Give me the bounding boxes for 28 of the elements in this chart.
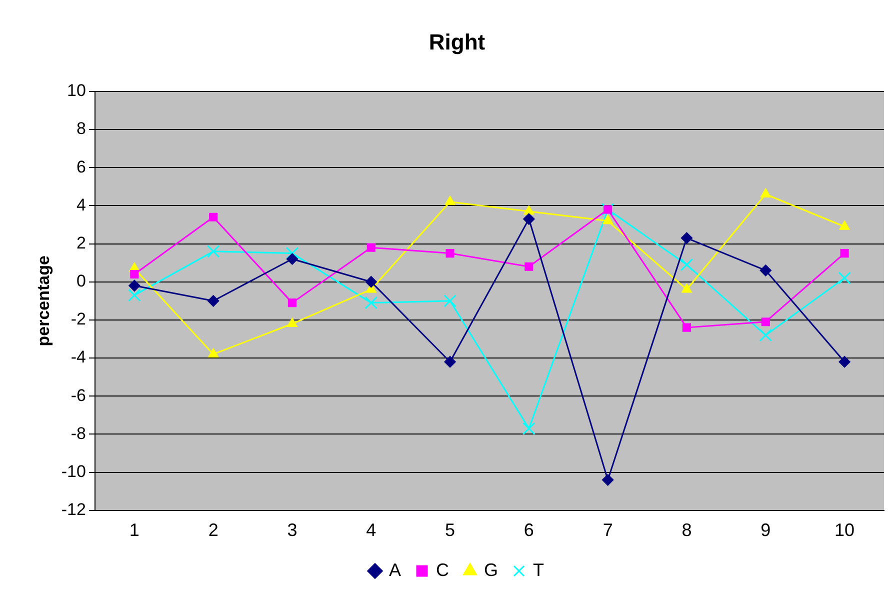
x-tick-label: 8: [682, 520, 692, 540]
y-tick-label: 2: [76, 233, 86, 252]
legend-label: G: [484, 560, 498, 580]
y-tick-label: 4: [76, 195, 86, 214]
x-tick-label: 6: [524, 520, 534, 540]
y-axis-title: percentage: [34, 256, 53, 346]
x-tick-label: 7: [602, 520, 613, 540]
y-tick-label: 6: [76, 157, 86, 176]
x-tick-label: 1: [129, 520, 140, 540]
x-tick-label: 9: [760, 520, 771, 540]
y-tick-label: 0: [76, 272, 86, 291]
x-tick-label: 3: [287, 520, 298, 540]
y-tick-label: -10: [61, 462, 86, 481]
y-tick-label: -12: [61, 500, 86, 520]
x-tick-label: 10: [834, 520, 855, 540]
y-tick-label: -4: [70, 348, 86, 367]
x-tick-label: 2: [208, 520, 218, 540]
y-tick-label: -8: [70, 424, 86, 443]
y-tick-label: -6: [70, 386, 86, 405]
legend-label: C: [436, 560, 450, 580]
legend-label: T: [533, 560, 544, 580]
x-tick-label: 5: [445, 520, 456, 540]
x-tick-label: 4: [366, 520, 376, 540]
legend-label: A: [389, 560, 402, 580]
y-tick-label: 10: [67, 81, 86, 100]
y-tick-label: 8: [76, 119, 86, 138]
chart-title: Right: [428, 29, 486, 54]
y-tick-label: -2: [70, 310, 86, 329]
